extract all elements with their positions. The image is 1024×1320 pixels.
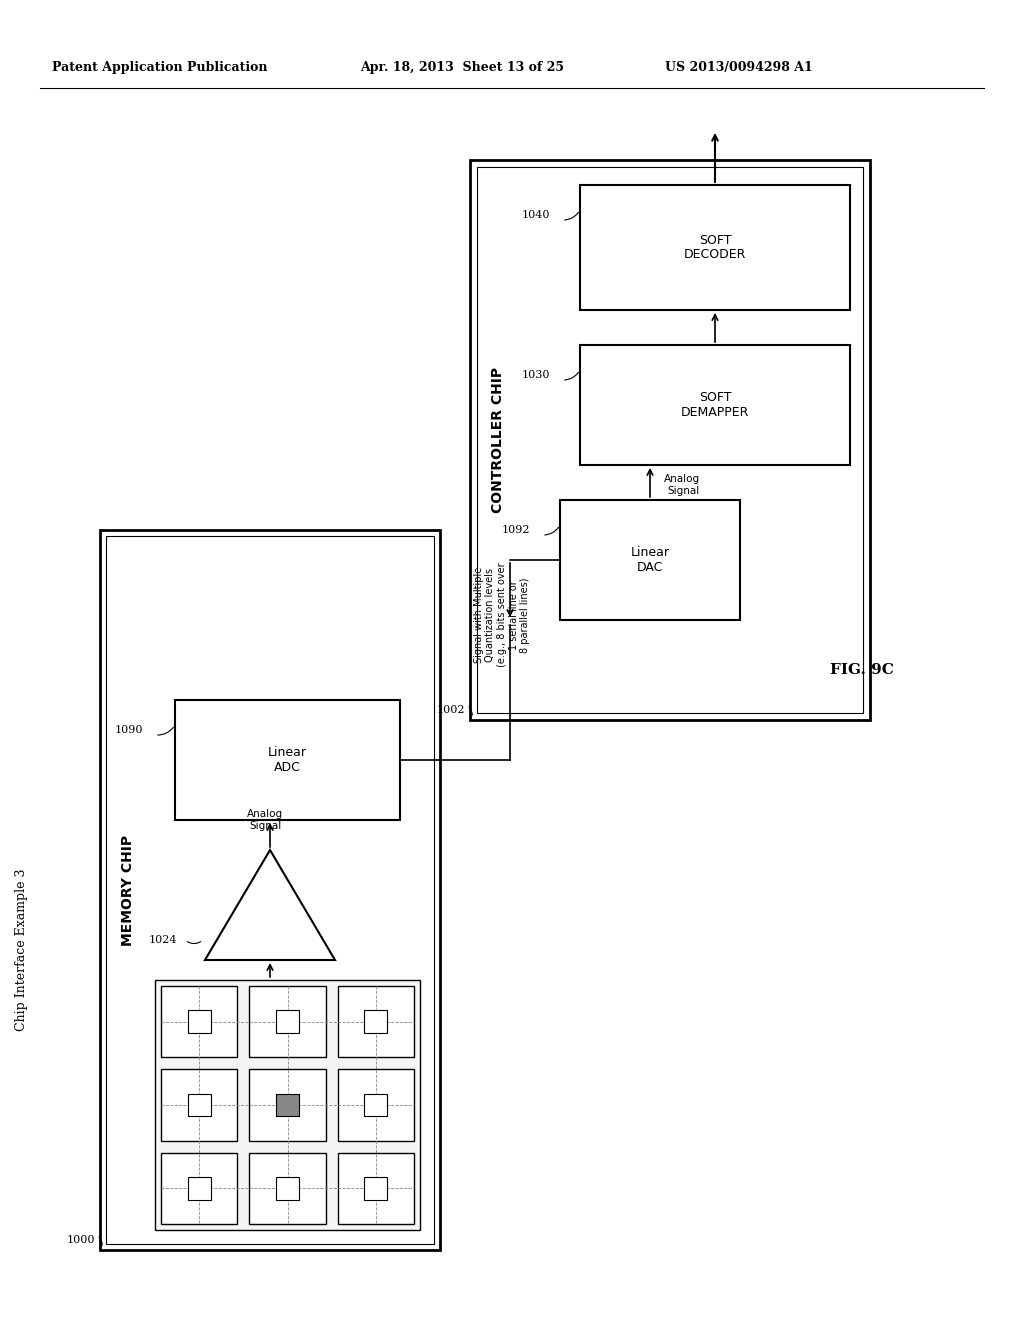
Text: 1090: 1090 <box>115 725 143 735</box>
Text: 1000: 1000 <box>67 1236 95 1245</box>
Text: Chip Interface Example 3: Chip Interface Example 3 <box>15 869 29 1031</box>
Text: Patent Application Publication: Patent Application Publication <box>52 62 267 74</box>
Bar <box>187 1010 211 1034</box>
Text: US 2013/0094298 A1: US 2013/0094298 A1 <box>665 62 813 74</box>
Bar <box>276 1010 299 1034</box>
Bar <box>276 1177 299 1200</box>
Bar <box>470 160 870 719</box>
Polygon shape <box>205 850 335 960</box>
Text: SOFT
DECODER: SOFT DECODER <box>684 234 746 261</box>
Text: 1002: 1002 <box>436 705 465 715</box>
Text: MEMORY CHIP: MEMORY CHIP <box>121 834 135 945</box>
Bar <box>580 185 850 310</box>
Text: SOFT
DEMAPPER: SOFT DEMAPPER <box>681 391 750 418</box>
Text: 1024: 1024 <box>148 935 177 945</box>
Bar <box>365 1010 387 1034</box>
Bar <box>249 1152 326 1224</box>
Bar <box>249 986 326 1057</box>
Bar <box>187 1093 211 1117</box>
Bar <box>187 1177 211 1200</box>
Text: Analog
Signal: Analog Signal <box>664 474 700 496</box>
Bar <box>175 700 400 820</box>
Bar <box>580 345 850 465</box>
Bar <box>365 1177 387 1200</box>
Bar <box>338 1152 414 1224</box>
Text: Analog
Signal: Analog Signal <box>247 809 283 830</box>
Bar <box>560 500 740 620</box>
Bar <box>338 1069 414 1140</box>
Bar <box>338 986 414 1057</box>
Text: Signal with Multiple
Quantization levels
(e.g., 8 bits sent over
1 serial line o: Signal with Multiple Quantization levels… <box>474 562 530 668</box>
Bar <box>161 1152 238 1224</box>
Bar <box>365 1093 387 1117</box>
Text: FIG. 9C: FIG. 9C <box>830 663 894 677</box>
Text: 1040: 1040 <box>521 210 550 220</box>
Text: Linear
ADC: Linear ADC <box>268 746 307 774</box>
Text: Linear
DAC: Linear DAC <box>631 546 670 574</box>
Bar <box>106 536 434 1243</box>
Bar <box>161 986 238 1057</box>
Text: 1030: 1030 <box>521 370 550 380</box>
Bar <box>276 1093 299 1117</box>
Bar <box>161 1069 238 1140</box>
Text: 1092: 1092 <box>502 525 530 535</box>
Bar <box>155 979 420 1230</box>
Text: CONTROLLER CHIP: CONTROLLER CHIP <box>490 367 505 513</box>
Bar <box>477 168 863 713</box>
Bar <box>100 531 440 1250</box>
Bar <box>249 1069 326 1140</box>
Text: Apr. 18, 2013  Sheet 13 of 25: Apr. 18, 2013 Sheet 13 of 25 <box>360 62 564 74</box>
